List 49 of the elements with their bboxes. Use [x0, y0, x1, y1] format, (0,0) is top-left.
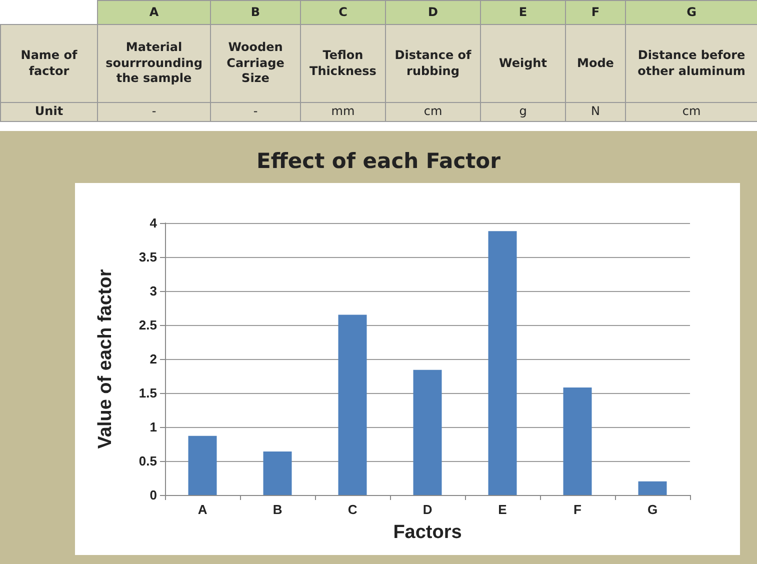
y-tick-label: 2.5 — [138, 318, 157, 332]
text: Distance before other aluminum — [626, 24, 757, 102]
bar — [563, 388, 592, 495]
bar — [413, 370, 442, 495]
y-tick-label: 1.5 — [138, 386, 157, 400]
text: cm — [626, 102, 757, 122]
text: Name of factor — [0, 24, 98, 102]
x-tick-label: E — [498, 502, 508, 517]
x-tick-label: C — [348, 502, 358, 517]
y-tick-label: 4 — [150, 216, 158, 230]
chart-title: Effect of each Factor — [256, 149, 502, 173]
x-tick-label: F — [574, 502, 582, 517]
category-label: D — [428, 4, 438, 19]
bar — [188, 436, 217, 495]
text: Distance of rubbing — [386, 24, 480, 102]
x-tick-label: B — [272, 502, 282, 517]
bar — [338, 314, 367, 495]
bar — [263, 451, 292, 495]
category-label: E — [518, 4, 528, 19]
x-tick-label: A — [198, 502, 208, 517]
bar — [488, 231, 517, 495]
y-tick-label: 0.5 — [138, 454, 157, 468]
text: Teflon Thickness — [300, 24, 386, 102]
bar — [638, 481, 667, 495]
y-tick-label: 3 — [150, 284, 157, 298]
category-label: A — [149, 4, 159, 19]
category-label: C — [338, 4, 348, 19]
y-tick-label: 3.5 — [138, 250, 157, 264]
text: N — [566, 102, 626, 122]
x-tick-label: D — [422, 502, 432, 517]
category-label: G — [686, 4, 696, 19]
y-axis-title: Value of each factor — [95, 268, 116, 449]
text: - — [210, 102, 300, 122]
category-label: F — [591, 4, 600, 19]
y-tick-label: 1 — [150, 420, 157, 434]
x-tick-label: G — [647, 502, 658, 517]
text: - — [98, 102, 210, 122]
text: Wooden Carriage Size — [210, 24, 300, 102]
y-tick-label: 0 — [150, 488, 157, 502]
category-label: B — [250, 4, 260, 19]
text: Unit — [0, 102, 98, 122]
text: Mode — [566, 24, 626, 102]
y-tick-label: 2 — [150, 352, 157, 366]
text: mm — [300, 102, 386, 122]
text: cm — [386, 102, 480, 122]
text: Weight — [480, 24, 566, 102]
x-axis-title: Factors — [393, 522, 462, 543]
text: g — [480, 102, 566, 122]
text: Material sourrrounding the sample — [98, 24, 210, 102]
